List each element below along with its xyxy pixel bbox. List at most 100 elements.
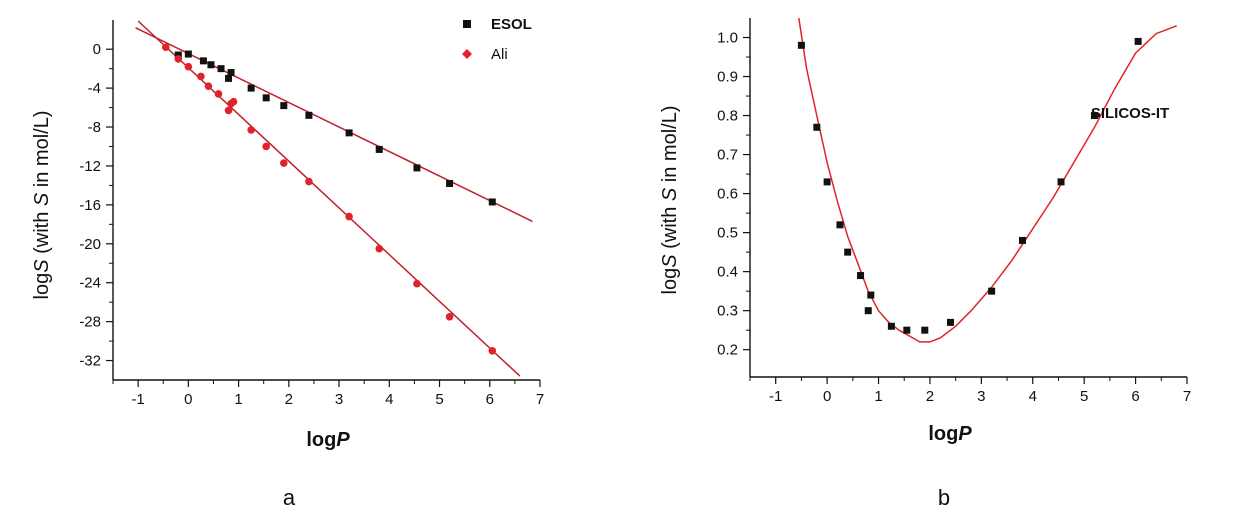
data-point <box>199 57 207 65</box>
x-tick-label: 0 <box>823 388 831 405</box>
y-tick-label: 0.2 <box>717 342 738 359</box>
x-tick-label: 5 <box>1080 388 1088 405</box>
data-point <box>345 129 353 137</box>
data-point <box>305 111 313 119</box>
x-tick-label: 0 <box>184 391 192 408</box>
y-tick-label: 0.8 <box>717 108 738 125</box>
y-tick-label: 1.0 <box>717 30 738 47</box>
y-tick-label: -20 <box>79 236 101 253</box>
data-point <box>184 50 192 58</box>
y-tick-label: -24 <box>79 275 101 292</box>
panel-b-label: b <box>938 485 950 510</box>
x-tick-label: 4 <box>1029 388 1037 405</box>
data-point <box>375 145 383 153</box>
data-point <box>988 287 996 295</box>
x-tick-label: 4 <box>385 391 393 408</box>
data-point <box>217 65 225 73</box>
data-point <box>857 272 865 280</box>
data-point <box>197 72 205 81</box>
y-tick-label: 0.6 <box>717 186 738 203</box>
y-tick-label: 0.9 <box>717 69 738 86</box>
data-point <box>887 322 895 330</box>
y-tick-label: 0.5 <box>717 225 738 242</box>
x-tick-label: 1 <box>234 391 242 408</box>
x-tick-label: 6 <box>486 391 494 408</box>
x-tick-label: 3 <box>977 388 985 405</box>
data-point <box>247 84 255 92</box>
x-tick-label: 7 <box>536 391 544 408</box>
data-point <box>488 198 496 206</box>
data-point <box>488 347 497 355</box>
data-point <box>921 326 929 334</box>
panel-a: -1 0 1 2 3 4 5 6 7 0 -4 -8 -12 -16 -20 -24 -28 -32 ESOL A… <box>31 16 544 510</box>
y-tick-label: -12 <box>79 158 101 175</box>
x-tick-label: 5 <box>435 391 443 408</box>
y-tick-label: -8 <box>88 119 101 136</box>
data-point <box>262 142 271 151</box>
data-point <box>375 244 384 253</box>
legend-label-ali: Ali <box>491 46 508 63</box>
data-point <box>413 164 421 172</box>
panel-a-legend: ESOL Ali <box>462 16 532 63</box>
y-tick-label: 0.7 <box>717 147 738 164</box>
data-point <box>864 307 872 315</box>
data-point <box>445 312 454 321</box>
panel-a-label: a <box>283 485 296 510</box>
fit-line-series-0 <box>798 17 1177 343</box>
y-tick-label: 0.3 <box>717 303 738 320</box>
data-point <box>446 179 454 187</box>
panel-a-y-axis-label: logS (with S in mol/L) <box>31 111 53 300</box>
data-point <box>1057 178 1065 186</box>
legend-marker-esol <box>463 20 471 28</box>
panel-a-points <box>161 43 497 355</box>
panel-b-axes: -1 0 1 2 3 4 5 6 7 1.0 0.9 0.8 0.7 0.6 0.5 0.4 0.3 0.2 <box>717 18 1191 405</box>
x-tick-label: 7 <box>1183 388 1191 405</box>
data-point <box>813 123 821 131</box>
data-point <box>1090 112 1098 120</box>
data-point <box>161 43 170 52</box>
data-point <box>836 221 844 229</box>
data-point <box>225 74 233 82</box>
data-point <box>214 90 223 98</box>
data-point <box>844 248 852 256</box>
data-point <box>947 318 955 326</box>
data-point <box>345 212 353 221</box>
data-point <box>823 178 831 186</box>
legend-marker-ali <box>462 49 472 59</box>
x-tick-label: -1 <box>131 391 144 408</box>
data-point <box>247 126 255 134</box>
y-tick-label: -4 <box>88 80 101 97</box>
x-tick-label: 1 <box>874 388 882 405</box>
legend-label-esol: ESOL <box>491 16 532 33</box>
data-point <box>413 279 421 288</box>
panel-a-fit-lines <box>135 20 533 377</box>
data-point <box>174 51 182 59</box>
y-tick-label: 0 <box>93 41 101 58</box>
panel-b-annotation: SILICOS-IT <box>1091 105 1169 122</box>
panel-a-axes: -1 0 1 2 3 4 5 6 7 0 -4 -8 -12 -16 -20 -24 -28 -32 <box>79 20 544 408</box>
data-point <box>1134 37 1142 45</box>
y-tick-label: -16 <box>79 197 101 214</box>
data-point <box>262 94 270 102</box>
panel-b-y-axis-label: logS (with S in mol/L) <box>659 106 681 295</box>
x-tick-label: 6 <box>1131 388 1139 405</box>
panel-a-x-axis-label: logP <box>306 429 350 451</box>
x-tick-label: 2 <box>285 391 293 408</box>
fit-line-ali <box>137 20 521 377</box>
data-point <box>229 97 238 106</box>
data-point <box>227 69 235 77</box>
data-point <box>280 102 288 110</box>
data-point <box>797 41 805 49</box>
data-point <box>174 55 183 63</box>
data-point <box>280 159 288 167</box>
data-point <box>903 326 911 334</box>
x-tick-label: -1 <box>769 388 782 405</box>
panel-b-fit-lines <box>798 17 1177 343</box>
panel-b-x-axis-label: logP <box>928 423 972 445</box>
y-tick-label: -28 <box>79 314 101 331</box>
panel-b-points <box>797 37 1142 334</box>
panel-b: -1 0 1 2 3 4 5 6 7 1.0 0.9 0.8 0.7 0.6 0.5 0.4 0.3 0.2 SI… <box>659 17 1191 510</box>
data-point <box>207 61 215 69</box>
data-point <box>867 291 875 299</box>
x-tick-label: 2 <box>926 388 934 405</box>
